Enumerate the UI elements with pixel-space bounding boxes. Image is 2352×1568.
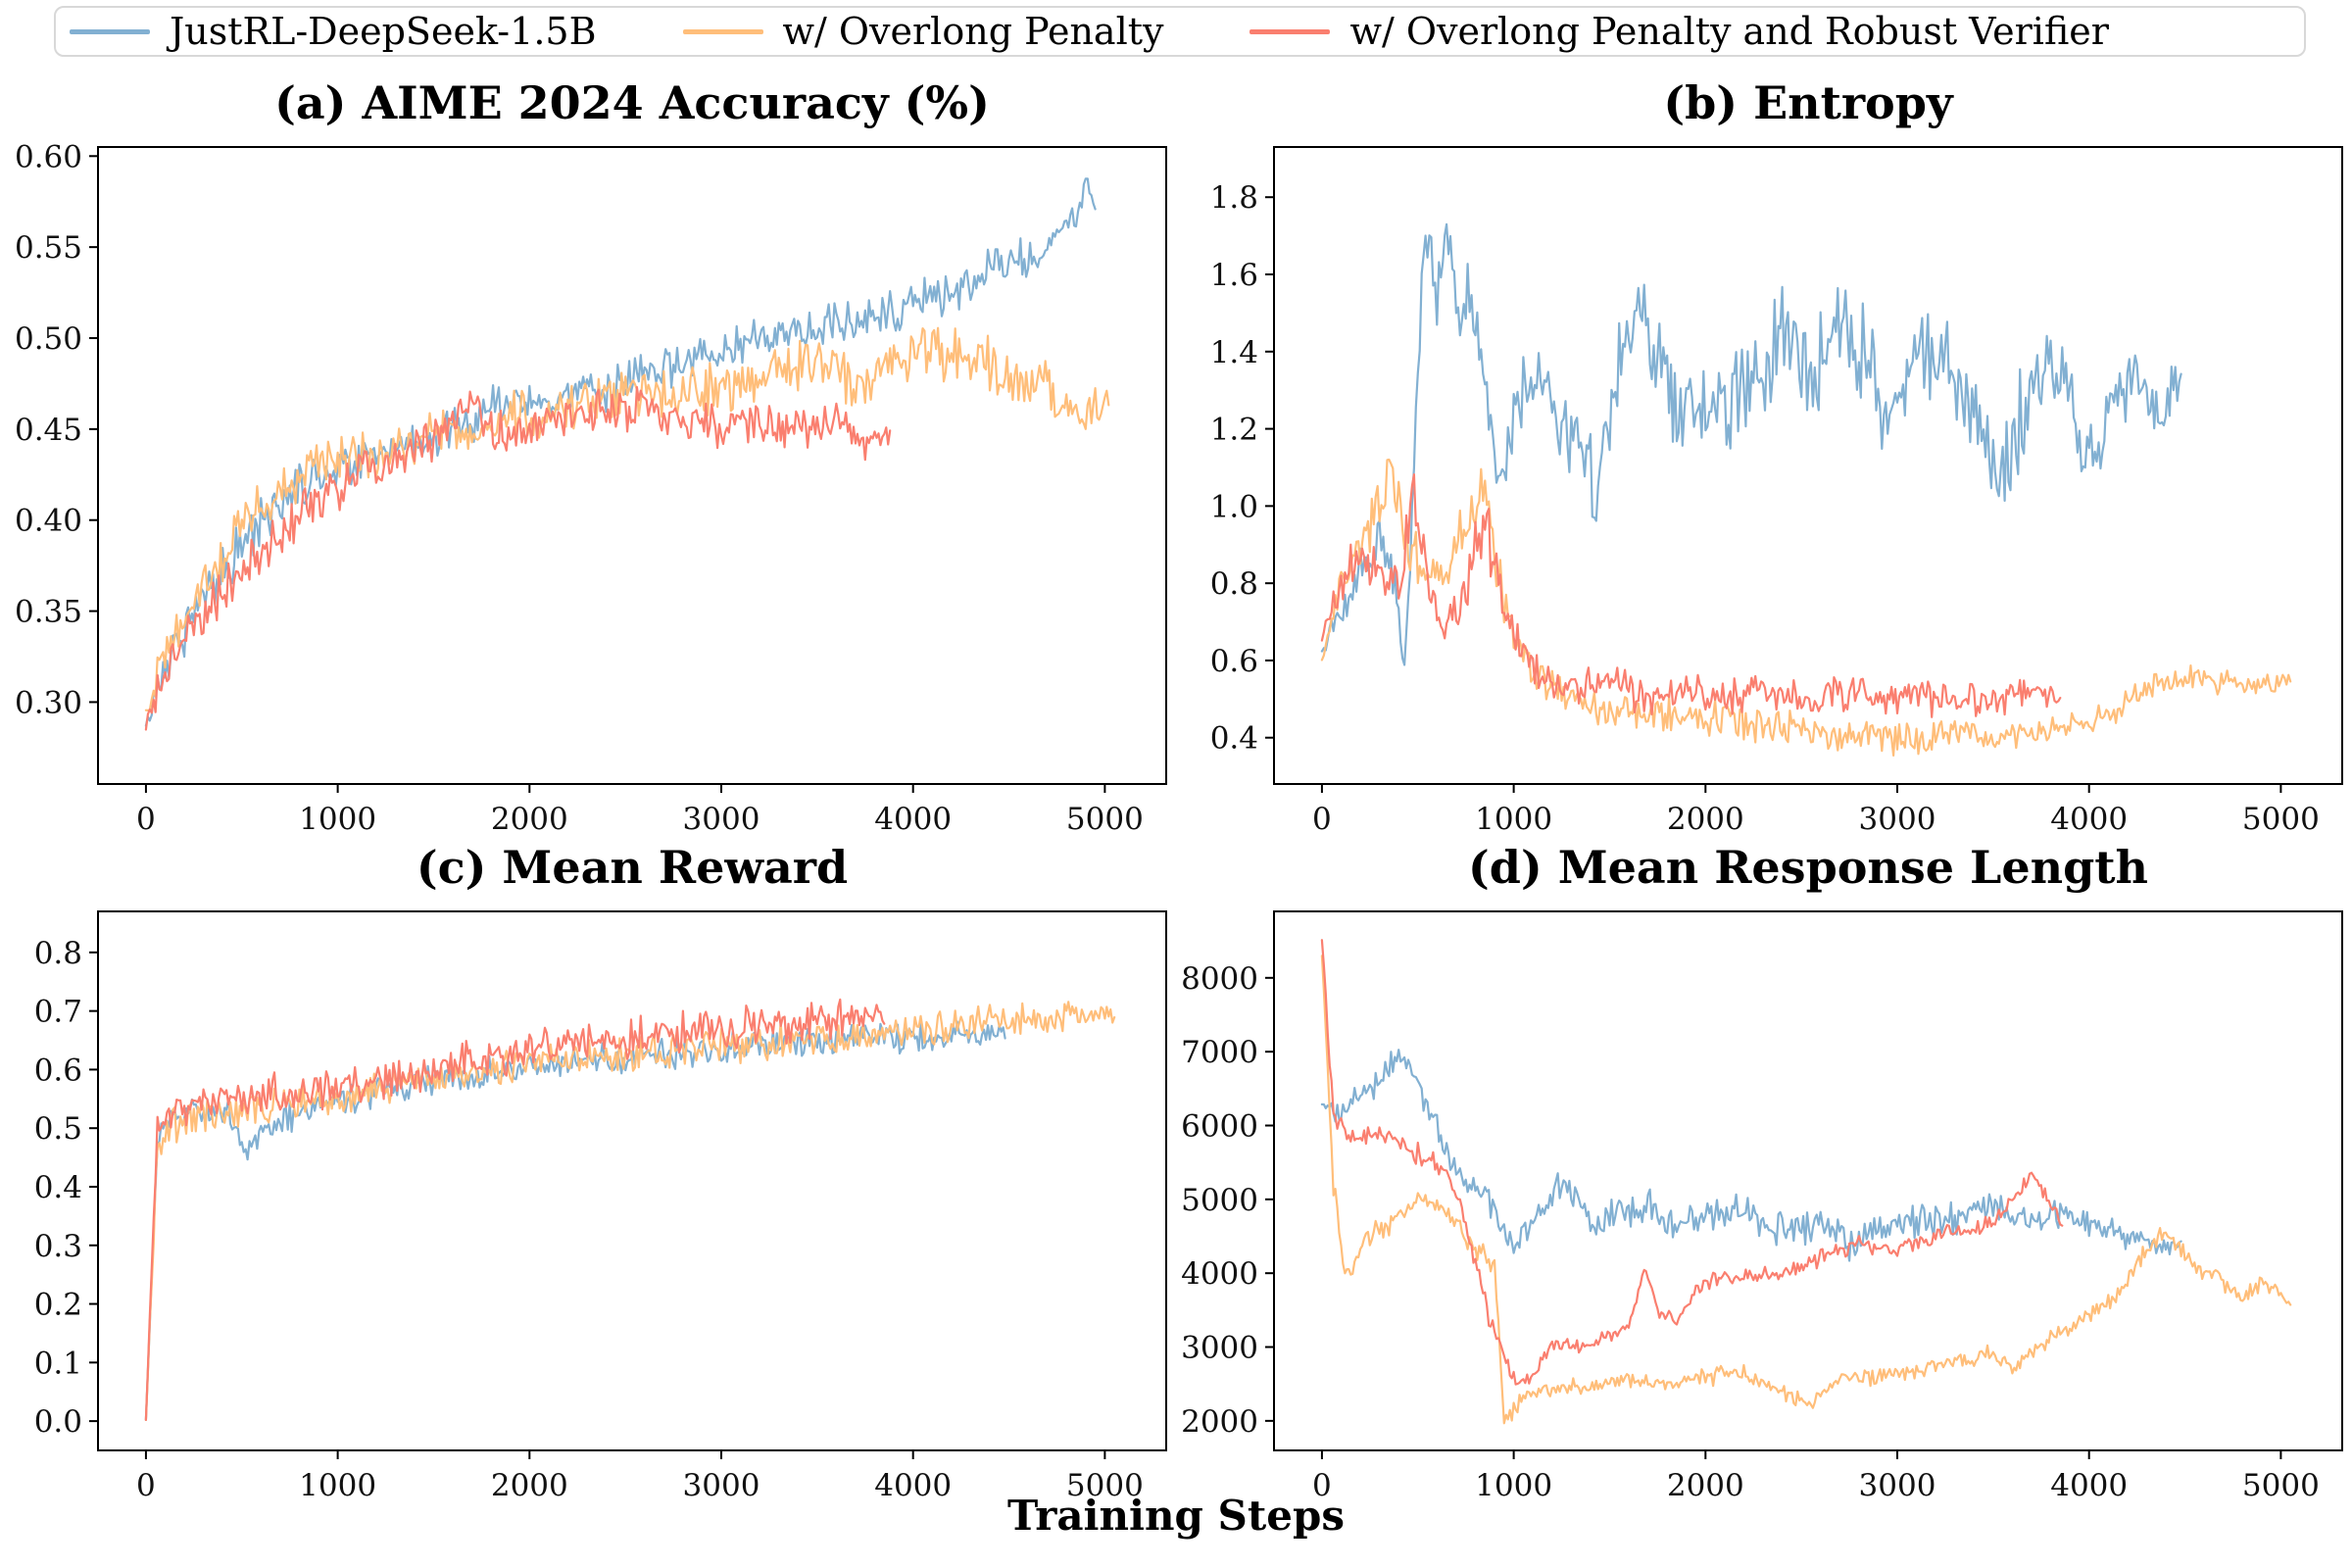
panel-a-ytick-label: 0.35	[15, 595, 82, 630]
panel-a-xtick-label: 5000	[1066, 802, 1144, 837]
legend-item-overlong-penalty: w/ Overlong Penalty	[682, 10, 1164, 53]
panel-a-xtick-label: 0	[136, 802, 156, 837]
panel-b-ytick-label: 0.4	[1210, 721, 1258, 757]
panel-d-ytick-label: 4000	[1181, 1256, 1258, 1292]
panel-d: 2000 3000 4000 5000 6000 7000 8000 0 1000 2000 300…	[1181, 910, 2343, 1503]
panel-c-xtick-label: 0	[136, 1468, 156, 1503]
legend-label-overlong-penalty: w/ Overlong Penalty	[782, 10, 1164, 53]
panel-d-series	[1320, 939, 2292, 1425]
panel-c-xtick-label: 3000	[683, 1468, 760, 1503]
panel-c-ytick-label: 0.8	[34, 936, 82, 971]
panel-b-xtick-label: 4000	[2050, 802, 2128, 837]
legend-line-swatch-orange	[682, 28, 763, 34]
panel-b-series	[1320, 222, 2292, 758]
series-line-b-2	[1320, 473, 2062, 718]
panel-a-title: (a) AIME 2024 Accuracy (%)	[274, 76, 990, 129]
panel-c-xtick-label: 2000	[491, 1468, 568, 1503]
panel-b-xtick-label: 5000	[2242, 802, 2320, 837]
panel-a-ytick-label: 0.50	[15, 321, 82, 357]
panel-d-xtick-label: 2000	[1667, 1468, 1744, 1503]
panel-a-xtick-label: 3000	[683, 802, 760, 837]
panel-d-xtick-label: 4000	[2050, 1468, 2128, 1503]
series-line-c-1	[144, 1001, 1116, 1422]
panel-d-xtick-label: 1000	[1475, 1468, 1552, 1503]
panel-b-xtick-label: 1000	[1475, 802, 1552, 837]
panel-b-ytick-label: 1.6	[1210, 258, 1258, 293]
panel-a-xtick-label: 4000	[874, 802, 952, 837]
panel-b-ytick-label: 0.6	[1210, 644, 1258, 679]
panel-c-title: (c) Mean Reward	[416, 841, 849, 894]
panel-d-xtick-label: 3000	[1859, 1468, 1936, 1503]
panel-d-ytick-label: 8000	[1181, 961, 1258, 997]
series-line-b-0	[1320, 222, 2182, 666]
panel-b-xtick-label: 2000	[1667, 802, 1744, 837]
series-line-d-2	[1320, 939, 2064, 1386]
series-line-a-2	[144, 385, 892, 731]
panel-b-ytick-label: 1.8	[1210, 180, 1258, 216]
legend-line-swatch-blue	[70, 28, 150, 34]
panel-c-xtick-label: 5000	[1066, 1468, 1144, 1503]
legend-line-swatch-red	[1250, 28, 1331, 34]
panel-a-frame	[97, 146, 1167, 785]
panel-c-ytick-label: 0.0	[34, 1404, 82, 1440]
panel-c-ytick-label: 0.6	[34, 1053, 82, 1088]
panel-c-ytick-label: 0.5	[34, 1111, 82, 1147]
panel-b-ytick-label: 1.0	[1210, 489, 1258, 524]
panel-d-frame	[1273, 910, 2343, 1451]
panel-b-ytick-label: 1.4	[1210, 335, 1258, 370]
panel-c-xtick-label: 1000	[299, 1468, 376, 1503]
panel-b-xtick-label: 0	[1312, 802, 1332, 837]
panel-c-series	[144, 998, 1116, 1422]
panel-b: 0.4 0.6 0.8 1.0 1.2 1.4 1.6 1.8 0 1000 2000 3000 400…	[1210, 146, 2343, 837]
panel-a: 0.30 0.35 0.40 0.45 0.50 0.55 0.60 0 1000 2000 300…	[15, 139, 1167, 837]
panel-d-ytick-label: 5000	[1181, 1183, 1258, 1218]
panel-a-ytick-label: 0.60	[15, 139, 82, 174]
panel-d-xtick-label: 5000	[2242, 1468, 2320, 1503]
panel-a-ytick-label: 0.30	[15, 685, 82, 720]
panel-b-ytick-label: 0.8	[1210, 566, 1258, 602]
panel-c-xtick-label: 4000	[874, 1468, 952, 1503]
panel-a-ytick-label: 0.55	[15, 230, 82, 266]
legend: JustRL-DeepSeek-1.5B w/ Overlong Penalty…	[54, 6, 2306, 57]
panel-d-ytick-label: 7000	[1181, 1035, 1258, 1070]
panel-d-xtick-label: 0	[1312, 1468, 1332, 1503]
panel-a-ytick-label: 0.40	[15, 504, 82, 539]
legend-item-justrl: JustRL-DeepSeek-1.5B	[70, 13, 597, 50]
legend-label-robust-verifier: w/ Overlong Penalty and Robust Verifier	[1349, 10, 2109, 53]
panel-d-ytick-label: 2000	[1181, 1404, 1258, 1440]
panel-a-xtick-label: 2000	[491, 802, 568, 837]
series-line-c-2	[144, 998, 886, 1422]
panel-c-ytick-label: 0.1	[34, 1346, 82, 1381]
panel-a-series	[144, 177, 1110, 731]
legend-item-robust-verifier: w/ Overlong Penalty and Robust Verifier	[1250, 10, 2109, 53]
series-line-a-0	[144, 177, 1097, 727]
panel-a-xtick-label: 1000	[299, 802, 376, 837]
panel-b-xtick-label: 3000	[1859, 802, 1936, 837]
panel-c-ytick-label: 0.7	[34, 995, 82, 1030]
panel-c-ytick-label: 0.4	[34, 1170, 82, 1205]
panel-c: 0.0 0.1 0.2 0.3 0.4 0.5 0.6 0.7 0.8 0 1000 2000 3000…	[34, 910, 1167, 1503]
legend-label-justrl: JustRL-DeepSeek-1.5B	[170, 10, 597, 53]
panel-d-title: (d) Mean Response Length	[1468, 841, 2148, 894]
panel-b-frame	[1273, 146, 2343, 785]
x-axis-label: Training Steps	[1007, 1492, 1345, 1540]
series-line-a-1	[144, 326, 1110, 712]
panel-c-ytick-label: 0.2	[34, 1288, 82, 1323]
series-line-b-1	[1320, 458, 2292, 758]
panel-d-ytick-label: 3000	[1181, 1331, 1258, 1366]
series-line-d-0	[1320, 1049, 2182, 1262]
panel-a-ytick-label: 0.45	[15, 413, 82, 448]
panel-b-ytick-label: 1.2	[1210, 413, 1258, 448]
panel-c-frame	[97, 910, 1167, 1451]
panel-c-ytick-label: 0.3	[34, 1229, 82, 1264]
panel-b-title: (b) Entropy	[1663, 76, 1953, 129]
series-line-d-1	[1320, 955, 2292, 1425]
panel-d-ytick-label: 6000	[1181, 1108, 1258, 1144]
